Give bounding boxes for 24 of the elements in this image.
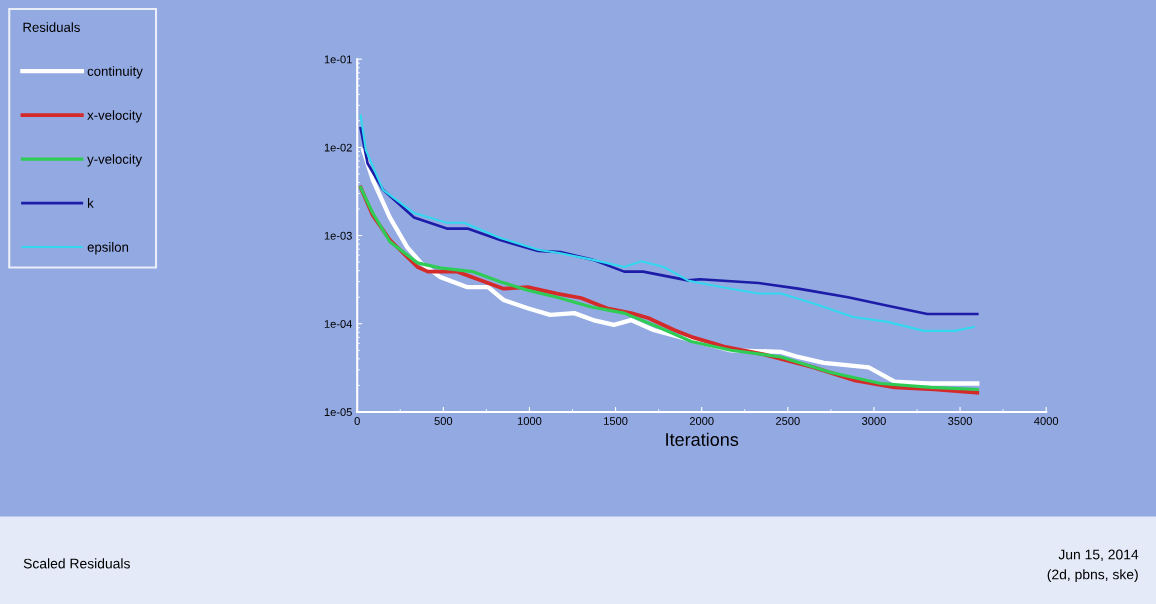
legend-label: x-velocity [87,110,143,123]
y-tick-label: 1e-04 [324,320,353,328]
x-tick-label: 2500 [776,417,800,425]
text: Jun 15, 2014 [1058,549,1139,562]
x-tick-label: 2000 [689,417,714,425]
x-tick-label: 1500 [604,417,628,425]
x-tick-label: 0 [354,417,360,425]
x-tick-label: 500 [434,417,453,425]
x-tick-label: 3000 [862,417,886,425]
x-tick-label: 1000 [517,417,542,425]
y-tick-label: 1e-05 [324,408,352,417]
text: Scaled Residuals [23,558,130,569]
y-tick-label: 1e-02 [324,143,352,152]
x-tick-label: 4000 [1034,417,1059,425]
y-tick-label: 1e-01 [324,55,352,64]
x-axis-title: Iterations [666,432,739,446]
legend-label: k [87,198,94,208]
legend-label: epsilon [87,242,129,255]
legend-label: continuity [87,66,143,79]
x-tick-label: 3500 [948,417,972,425]
legend-label: y-velocity [87,154,143,167]
y-tick-label: 1e-03 [324,231,352,240]
legend-title: Residuals [23,22,80,32]
text: (2d, pbns, ske) [1047,569,1138,583]
